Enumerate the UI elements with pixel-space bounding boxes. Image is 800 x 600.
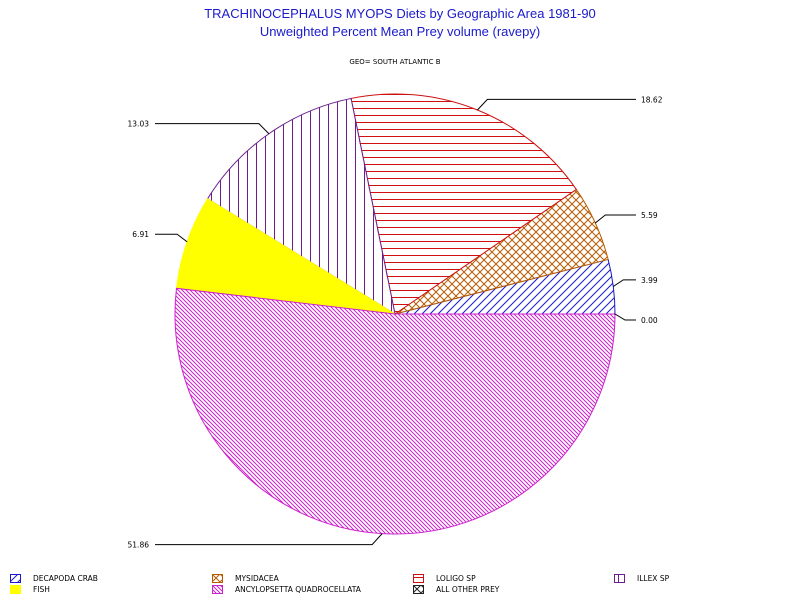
data-labels: 0.00 3.99 5.59 18.62 13.03 6.91 51.86 [128,95,663,549]
legend-label: LOLIGO SP [436,573,476,583]
legend-item-illex-sp: ILLEX SP [614,573,669,583]
data-label-fish: 6.91 [132,230,149,239]
legend-label: ANCYLOPSETTA QUADROCELLATA [235,584,361,594]
data-label-ancylopsetta-quadrocellata: 51.86 [128,541,150,550]
legend-swatch [10,573,21,583]
legend-swatch [212,584,223,594]
legend-swatch [10,584,21,594]
legend-swatch [614,573,625,583]
legend-item-ancylopsetta-quadrocellata: ANCYLOPSETTA QUADROCELLATA [212,584,361,594]
chart-title: TRACHINOCEPHALUS MYOPS Diets by Geograph… [204,6,596,21]
legend-item-decapoda-crab: DECAPODA CRAB [10,573,98,583]
legend-swatch [413,573,424,583]
leader-lines [155,98,636,546]
leader-line-ancylopsetta-quadrocellata [155,533,383,546]
pie-chart: 0.00 3.99 5.59 18.62 13.03 6.91 51.86 [128,93,663,550]
chart-subtitle: Unweighted Percent Mean Prey volume (rav… [259,24,541,39]
legend-label: ALL OTHER PREY [436,584,500,594]
slice-ancylopsetta-quadrocellata [174,287,616,535]
legend-label: DECAPODA CRAB [33,573,98,583]
leader-line-illex-sp [155,123,270,135]
legend: DECAPODA CRAB MYSIDACEA LOLIGO SP ILLEX SP F… [0,570,800,600]
slice-illex-sp [206,97,396,316]
legend-swatch [413,584,424,594]
data-label-mysidacea: 5.59 [641,211,658,220]
legend-label: MYSIDACEA [235,573,279,583]
legend-swatch [212,573,223,583]
leader-line-mysidacea [594,214,636,224]
slice-loligo-sp [350,93,578,315]
legend-item-all-other-prey: ALL OTHER PREY [413,584,499,594]
leader-line-decapoda-crab [612,279,636,287]
legend-label: FISH [33,584,50,594]
pie-slices [174,93,616,535]
leader-line-all-other-prey [614,313,636,321]
legend-item-mysidacea: MYSIDACEA [212,573,279,583]
legend-label: ILLEX SP [637,573,670,583]
geo-label: GEO= SOUTH ATLANTIC B [349,58,441,66]
data-label-loligo-sp: 18.62 [641,95,663,104]
leader-line-loligo-sp [477,98,636,111]
data-label-all-other-prey: 0.00 [641,316,658,325]
leader-line-fish [155,233,188,243]
data-label-illex-sp: 13.03 [128,120,150,129]
legend-item-fish: FISH [10,584,50,594]
data-label-decapoda-crab: 3.99 [641,276,658,285]
legend-item-loligo-sp: LOLIGO SP [413,573,476,583]
